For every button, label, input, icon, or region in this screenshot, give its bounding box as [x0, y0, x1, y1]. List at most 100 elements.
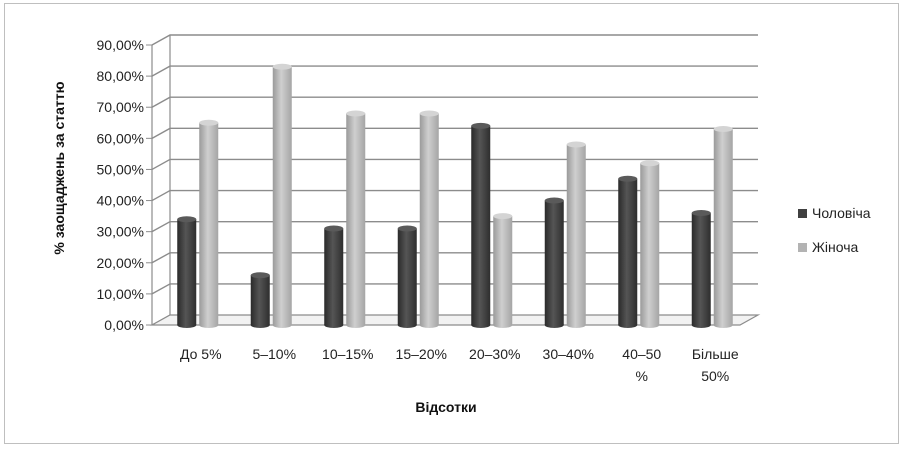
back-wall-left-edge: [151, 35, 171, 326]
bar-body: [691, 213, 711, 325]
bar-male-0: [177, 216, 197, 328]
bar-base: [250, 322, 270, 328]
bar-top: [713, 126, 733, 132]
bars: [177, 63, 733, 328]
grid-layer: [146, 34, 761, 326]
bar-top: [493, 213, 513, 220]
bar-base: [618, 322, 638, 328]
bar-body: [324, 228, 344, 325]
x-tick-label: Більше 50%: [692, 346, 739, 384]
y-tick-label: 30,00%: [97, 224, 144, 240]
bar-base: [691, 322, 711, 328]
x-axis-title: Відсотки: [415, 399, 476, 415]
bar-top: [250, 272, 270, 279]
bar-body: [640, 163, 660, 325]
x-tick-label: 5–10%: [252, 346, 296, 362]
y-tick-label: 60,00%: [97, 130, 144, 146]
bar-base: [640, 322, 660, 328]
bar-base: [177, 322, 197, 328]
y-tick-label: 0,00%: [104, 317, 144, 333]
bar-male-5: [544, 197, 564, 328]
y-axis-title: % заощаджень за статтю: [51, 81, 67, 254]
bar-female-4: [493, 213, 513, 328]
bar-base: [471, 322, 491, 328]
y-tick-label: 80,00%: [97, 68, 144, 84]
bar-male-4: [471, 122, 491, 328]
bar-male-1: [250, 272, 270, 328]
floor: [149, 314, 761, 326]
x-tick-labels: До 5% 5–10% 10–15% 15–20% 20–30% 30–40% 40–50%…: [180, 346, 739, 384]
bar-base: [713, 322, 733, 328]
bar-base: [199, 322, 219, 328]
bar-body: [618, 178, 638, 325]
y-tick-label: 50,00%: [97, 161, 144, 177]
bar-female-1: [272, 63, 292, 328]
bar-base: [493, 322, 513, 328]
gridline: [151, 189, 758, 202]
legend-swatch: [798, 209, 807, 218]
x-tick-label: 10–15%: [322, 346, 373, 362]
bar-body: [250, 275, 270, 325]
bar-body: [419, 113, 439, 325]
x-tick-label: 15–20%: [396, 346, 447, 362]
bar-top: [544, 197, 564, 204]
bar-top: [199, 119, 219, 126]
bar-female-5: [566, 141, 586, 328]
bar-top: [177, 216, 197, 223]
x-tick-label: 20–30%: [469, 346, 520, 362]
bar-top: [566, 141, 586, 148]
x-tick-label: 30–40%: [543, 346, 594, 362]
bar-base: [397, 322, 417, 328]
bar-top: [272, 63, 292, 70]
x-tick-label: 40–50%: [622, 346, 661, 384]
gridline: [151, 252, 758, 264]
y-tick-label: 20,00%: [97, 255, 144, 271]
bar-body: [272, 66, 292, 326]
bar-top: [618, 175, 638, 182]
x-tick-label: До 5%: [180, 346, 222, 362]
bar-male-6: [618, 175, 638, 328]
bar-female-3: [419, 110, 439, 328]
bar-base: [566, 322, 586, 328]
bar-base: [544, 322, 564, 328]
legend-swatch: [798, 243, 807, 252]
gridline: [151, 127, 758, 139]
bar-body: [566, 144, 586, 325]
bar-male-2: [324, 225, 344, 328]
bar-base: [272, 322, 292, 328]
bar-top: [419, 110, 439, 117]
gridline: [151, 283, 758, 295]
bar-base: [419, 322, 439, 328]
bar-top: [397, 225, 417, 232]
y-tick-label: 70,00%: [97, 99, 144, 115]
gridline: [151, 65, 758, 77]
bar-male-3: [397, 225, 417, 328]
bar-body: [346, 113, 366, 325]
y-tick-labels: 0,00% 10,00% 20,00% 30,00% 40,00% 50,00% 60,00…: [97, 37, 144, 333]
bar-top: [346, 110, 366, 117]
bar-male-7: [691, 210, 711, 328]
y-tick-label: 10,00%: [97, 286, 144, 302]
bar-body: [397, 228, 417, 325]
bar-base: [346, 322, 366, 328]
bar-female-7: [713, 126, 733, 328]
bar-body: [471, 125, 491, 325]
gridline: [151, 158, 758, 171]
y-tick-label: 40,00%: [97, 193, 144, 209]
y-tick-label: 90,00%: [97, 37, 144, 53]
bar-female-6: [640, 160, 660, 328]
gridline: [151, 220, 758, 233]
chart-frame: [4, 3, 899, 444]
gridline: [151, 34, 758, 46]
bar-base: [324, 322, 344, 328]
bar-body: [713, 129, 733, 325]
bar-top: [471, 122, 491, 129]
bar-body: [544, 200, 564, 325]
bar-top: [324, 225, 344, 232]
legend-label: Жіноча: [812, 239, 859, 255]
bar-female-0: [199, 119, 219, 328]
legend: Чоловіча Жіноча: [798, 205, 871, 255]
bar-body: [199, 122, 219, 326]
bar-top: [640, 160, 660, 167]
